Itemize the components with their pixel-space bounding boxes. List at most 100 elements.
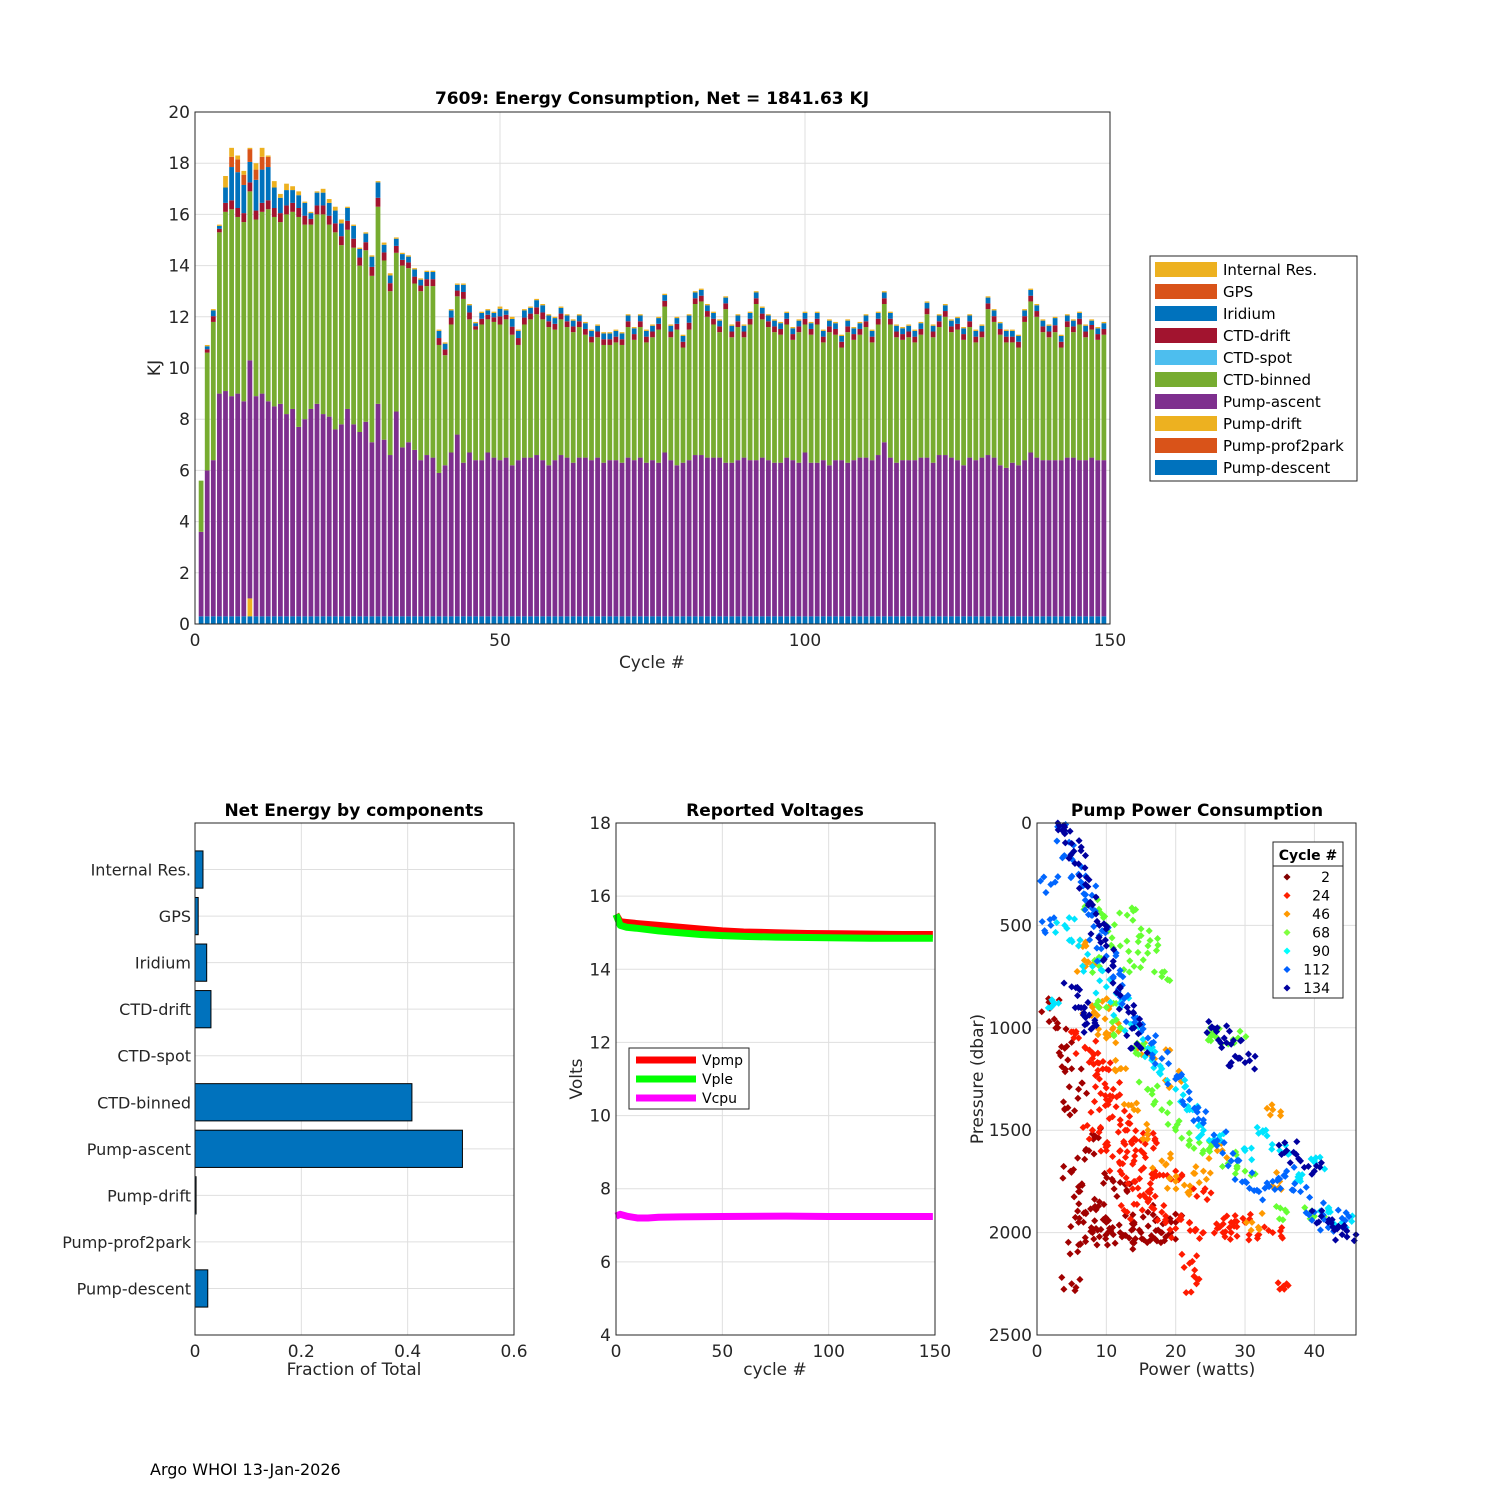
energy-bar-ctd-drift [619, 339, 625, 345]
components-y-tick: CTD-binned [97, 1093, 191, 1112]
energy-y-tick: 6 [179, 461, 190, 481]
pump-y-tick: 0 [1021, 814, 1032, 834]
energy-bar-pump-ascent [576, 457, 582, 617]
energy-bar-ctd-drift [351, 238, 356, 248]
energy-bar-ctd-binned [515, 344, 521, 461]
energy-bar-iridium [827, 320, 832, 327]
energy-bar-pump-ascent [253, 396, 259, 617]
voltages-legend-label: Vcpu [702, 1091, 737, 1107]
energy-bar-pump-ascent [235, 393, 241, 617]
energy-bar-iridium [381, 244, 387, 253]
energy-bar-internal-res [863, 314, 869, 316]
energy-bar-pump-descent [869, 616, 875, 624]
energy-legend-swatch [1155, 306, 1217, 321]
energy-bar-ctd-binned [784, 324, 790, 458]
energy-bar-ctd-drift [680, 341, 686, 348]
energy-bar-internal-res [979, 324, 985, 326]
energy-bar-ctd-drift [668, 331, 674, 338]
energy-bar-ctd-binned [650, 337, 655, 461]
energy-bar-internal-res [229, 147, 234, 157]
energy-bar-pump-ascent [204, 470, 210, 617]
components-y-tick: Pump-descent [77, 1279, 191, 1298]
energy-bar-pump-descent [851, 616, 857, 624]
energy-legend-swatch [1155, 416, 1217, 431]
energy-bar-iridium [753, 292, 759, 299]
energy-bar-iridium [448, 310, 454, 318]
energy-bar-ctd-binned [881, 304, 887, 443]
energy-bar-iridium [814, 312, 820, 319]
energy-bar-internal-res [369, 255, 375, 257]
energy-bar-pump-ascent [601, 462, 607, 617]
energy-bar-internal-res [448, 309, 454, 311]
energy-bar-iridium [497, 308, 503, 317]
energy-bar-pump-descent [326, 616, 332, 624]
energy-bar-internal-res [418, 278, 424, 280]
pump-legend-label: 90 [1312, 944, 1330, 960]
energy-bar-ctd-binned [302, 224, 308, 420]
energy-bar-ctd-binned [613, 342, 619, 461]
energy-bar-ctd-binned [1095, 339, 1101, 461]
pump-point [1076, 986, 1084, 994]
pump-y-tick: 1500 [989, 1121, 1032, 1141]
energy-bar-internal-res [900, 327, 905, 329]
energy-bar-ctd-binned [509, 334, 515, 466]
energy-bar-pump-descent [271, 616, 277, 624]
energy-bar-iridium [1046, 325, 1052, 332]
energy-bar-pump-ascent [717, 457, 722, 617]
energy-bar-pump-ascent [442, 465, 448, 617]
energy-bar-ctd-drift [961, 334, 966, 340]
energy-bar-internal-res [949, 319, 954, 321]
energy-bar-internal-res [1095, 327, 1101, 329]
energy-bar-pump-descent [314, 616, 320, 624]
energy-bar-pump-descent [454, 616, 460, 624]
energy-legend-label: CTD-spot [1223, 349, 1292, 367]
pump-y-label: Pressure (dbar) [968, 1014, 988, 1144]
energy-bar-pump-descent [491, 616, 497, 624]
energy-bar-pump-descent [235, 616, 241, 624]
energy-bar-internal-res [223, 176, 228, 188]
energy-bar-internal-res [1089, 319, 1095, 321]
energy-bar-internal-res [1101, 321, 1107, 324]
energy-bar-internal-res [400, 252, 405, 255]
energy-bar-ctd-binned [1089, 329, 1095, 458]
energy-bar-ctd-drift [589, 336, 594, 343]
energy-bar-pump-descent [528, 616, 533, 624]
energy-bar-iridium [1095, 328, 1101, 335]
energy-bar-ctd-binned [284, 214, 289, 415]
energy-bar-pump-ascent [558, 455, 564, 617]
energy-bar-internal-res [705, 304, 710, 306]
energy-bar-pump-descent [1016, 616, 1021, 624]
energy-bar-ctd-drift [576, 321, 582, 328]
energy-bar-iridium [601, 333, 607, 340]
energy-bar-pump-ascent [515, 460, 521, 617]
energy-bar-ctd-drift [1089, 324, 1095, 330]
energy-bar-ctd-binned [210, 321, 216, 461]
voltages-line-vple [612, 913, 933, 942]
energy-bar-pump-descent [1040, 616, 1046, 624]
energy-bar-internal-res [570, 319, 576, 321]
energy-bar-pump-ascent [552, 460, 558, 617]
energy-bar-ctd-binned [217, 232, 222, 394]
energy-bar-ctd-binned [595, 337, 600, 458]
energy-bar-ctd-drift [1028, 295, 1034, 302]
energy-bar-iridium [247, 161, 253, 183]
energy-bar-pump-ascent [509, 465, 515, 617]
energy-bar-ctd-drift [997, 328, 1003, 335]
energy-bar-pump-descent [424, 616, 430, 624]
energy-bar-internal-res [1058, 334, 1064, 336]
energy-bar-pump-descent [332, 616, 338, 624]
energy-bar-pump-ascent [705, 457, 710, 617]
energy-bar-pump-descent [595, 616, 600, 624]
energy-bar-ctd-binned [326, 224, 332, 417]
energy-bar-pump-ascent [820, 460, 826, 617]
energy-bar-ctd-binned [698, 301, 704, 456]
energy-bar-ctd-binned [1046, 337, 1052, 461]
energy-bar-internal-res [393, 237, 399, 239]
energy-bar-pump-descent [833, 616, 838, 624]
energy-bar-ctd-binned [839, 347, 844, 461]
energy-bar-ctd-drift [522, 317, 527, 325]
energy-bar-pump-ascent [332, 429, 338, 617]
energy-bar-pump-descent [570, 616, 576, 624]
energy-bar-pump-descent [967, 616, 973, 624]
energy-bar-pump-descent [363, 616, 369, 624]
